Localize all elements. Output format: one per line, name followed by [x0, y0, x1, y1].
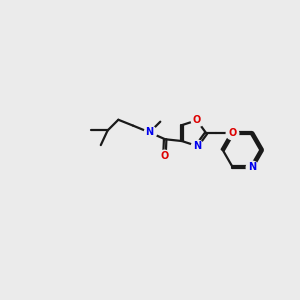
- Text: N: N: [193, 141, 201, 151]
- Text: O: O: [193, 115, 201, 125]
- Text: N: N: [146, 128, 154, 137]
- Text: O: O: [228, 128, 237, 138]
- Text: N: N: [248, 162, 256, 172]
- Text: O: O: [160, 151, 169, 161]
